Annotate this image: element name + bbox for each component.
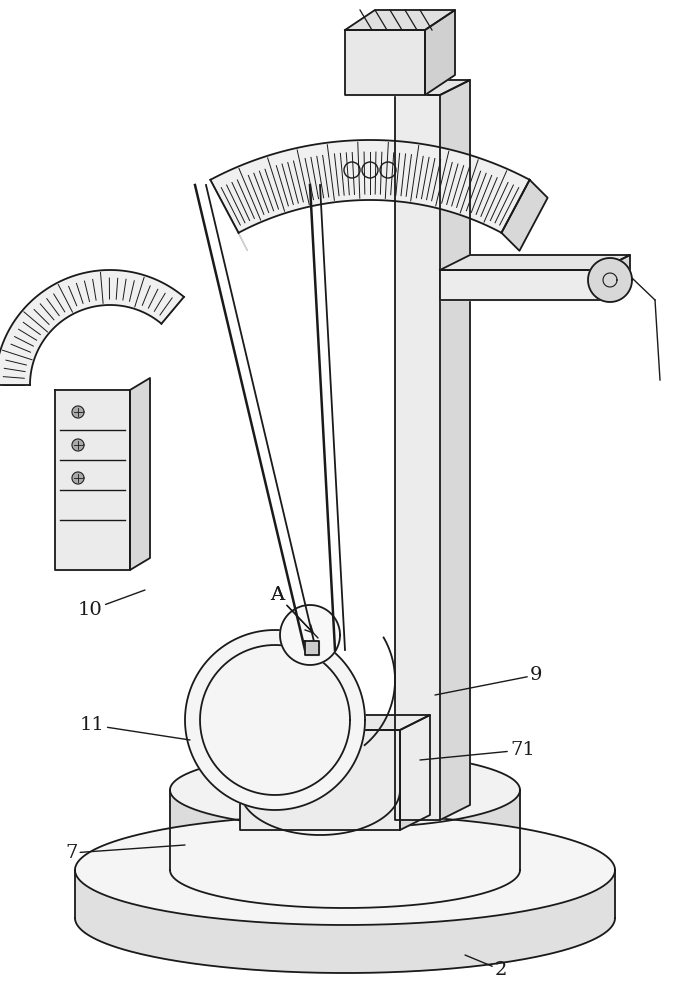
Polygon shape (280, 605, 340, 665)
Polygon shape (588, 258, 632, 302)
Polygon shape (170, 752, 520, 828)
Polygon shape (345, 10, 455, 30)
Polygon shape (240, 730, 400, 830)
Text: A: A (270, 586, 318, 638)
Polygon shape (345, 30, 425, 95)
Polygon shape (305, 641, 319, 655)
Polygon shape (425, 10, 455, 95)
Polygon shape (0, 270, 184, 385)
Text: A: A (270, 586, 313, 633)
Polygon shape (440, 80, 470, 820)
Polygon shape (75, 815, 615, 973)
Polygon shape (395, 80, 470, 95)
Polygon shape (185, 630, 365, 810)
Polygon shape (75, 815, 615, 925)
Polygon shape (72, 439, 84, 451)
Polygon shape (130, 378, 150, 570)
Polygon shape (210, 140, 530, 233)
Polygon shape (600, 255, 630, 300)
Text: 9: 9 (435, 666, 542, 695)
Polygon shape (502, 180, 548, 251)
Text: 7: 7 (65, 844, 185, 862)
Polygon shape (170, 752, 520, 908)
Text: 11: 11 (80, 716, 190, 740)
Polygon shape (440, 270, 600, 300)
Polygon shape (400, 715, 430, 830)
Polygon shape (240, 715, 430, 730)
Polygon shape (210, 180, 247, 251)
Polygon shape (72, 406, 84, 418)
Polygon shape (440, 255, 630, 270)
Text: 10: 10 (78, 590, 145, 619)
Text: 2: 2 (465, 955, 507, 979)
Polygon shape (395, 95, 440, 820)
Polygon shape (72, 472, 84, 484)
Polygon shape (55, 390, 130, 570)
Text: 71: 71 (420, 741, 535, 760)
